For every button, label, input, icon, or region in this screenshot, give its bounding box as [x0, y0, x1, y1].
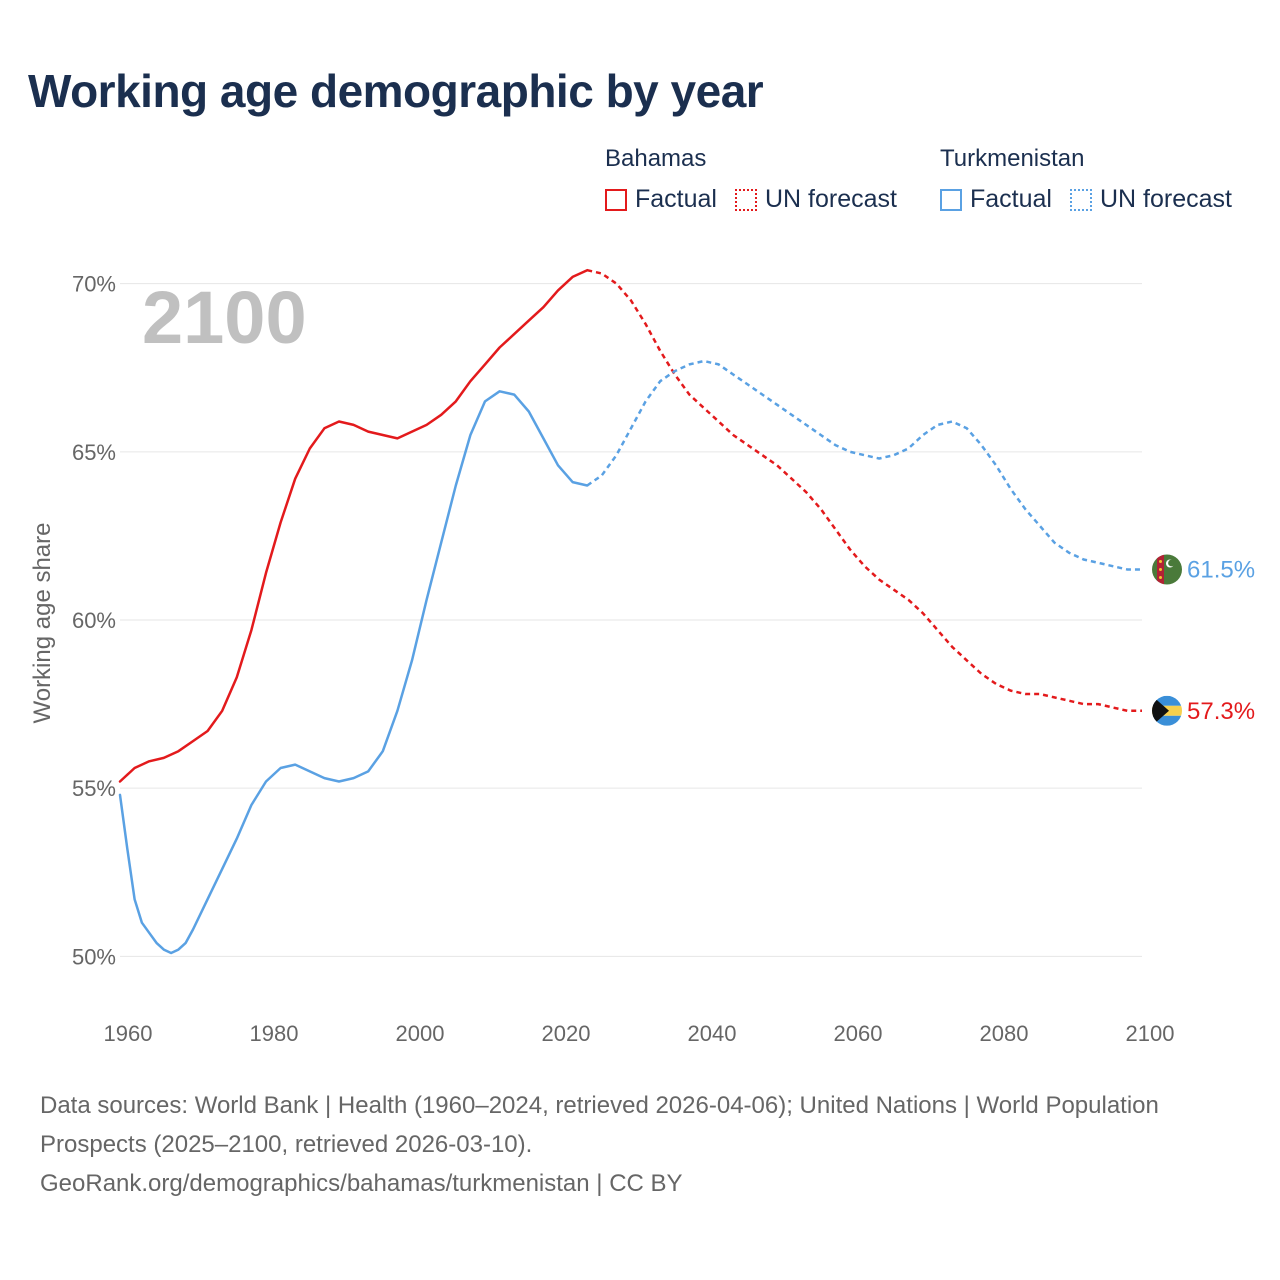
- y-tick-label: 60%: [72, 608, 116, 633]
- legend-swatch-solid: [940, 188, 962, 211]
- x-tick-label: 2000: [396, 1021, 445, 1046]
- legend-label: Factual: [635, 185, 717, 213]
- legend-country-name: Bahamas: [605, 145, 707, 172]
- series-line-factual-turkmenistan: [118, 390, 589, 955]
- legend-country-name: Turkmenistan: [940, 145, 1085, 172]
- legend-label: UN forecast: [764, 185, 897, 213]
- end-value-label-turkmenistan: 61.5%: [1187, 557, 1255, 584]
- legend-group-turkmenistan: Turkmenistan Factual UN forecast: [940, 145, 1250, 214]
- x-tick-label: 2060: [834, 1021, 883, 1046]
- legend-swatch-solid: [605, 188, 627, 211]
- data-sources: Data sources: World Bank | Health (1960–…: [40, 1092, 1159, 1158]
- legend-item-forecast[interactable]: UN forecast: [1069, 185, 1232, 214]
- legend-group-bahamas: Bahamas Factual UN forecast: [605, 145, 915, 214]
- x-axis-ticks: 1960 1980 2000 2020 2040 2060 2080 2100: [104, 1021, 1175, 1046]
- chart-title: Working age demographic by year: [28, 65, 764, 117]
- y-axis-label: Working age share: [29, 523, 56, 724]
- x-tick-label: 2080: [980, 1021, 1029, 1046]
- series-line-factual-bahamas: [118, 268, 589, 783]
- attribution-link[interactable]: GeoRank.org/demographics/bahamas/turkmen…: [40, 1170, 683, 1197]
- turkmenistan-flag-icon: [1152, 554, 1182, 585]
- y-axis-ticks: 50% 55% 60% 65% 70%: [72, 272, 116, 970]
- series-lines: [118, 268, 1142, 955]
- legend-item-factual[interactable]: Factual: [940, 185, 1052, 214]
- year-watermark: 2100: [142, 276, 307, 359]
- legend-label: Factual: [970, 185, 1052, 213]
- legend-item-factual[interactable]: Factual: [605, 185, 717, 214]
- legend-swatch-dotted: [1069, 188, 1092, 211]
- gridlines: [120, 283, 1142, 957]
- bahamas-flag-icon: [1152, 695, 1182, 726]
- series-line-forecast-bahamas: [586, 268, 1142, 713]
- footer: Data sources: World Bank | Health (1960–…: [40, 1086, 1220, 1203]
- legend-item-forecast[interactable]: UN forecast: [734, 185, 897, 214]
- y-tick-label: 55%: [72, 776, 116, 801]
- y-tick-label: 50%: [72, 944, 116, 969]
- legend-label: UN forecast: [1099, 185, 1232, 213]
- x-tick-label: 1980: [250, 1021, 299, 1046]
- y-tick-label: 65%: [72, 440, 116, 465]
- end-value-label-bahamas: 57.3%: [1187, 698, 1255, 725]
- legend-swatch-dotted: [734, 188, 757, 211]
- y-tick-label: 70%: [72, 272, 116, 297]
- x-tick-label: 2020: [542, 1021, 591, 1046]
- x-tick-label: 2100: [1126, 1021, 1175, 1046]
- x-tick-label: 2040: [688, 1021, 737, 1046]
- series-line-forecast-turkmenistan: [586, 359, 1142, 571]
- x-tick-label: 1960: [104, 1021, 153, 1046]
